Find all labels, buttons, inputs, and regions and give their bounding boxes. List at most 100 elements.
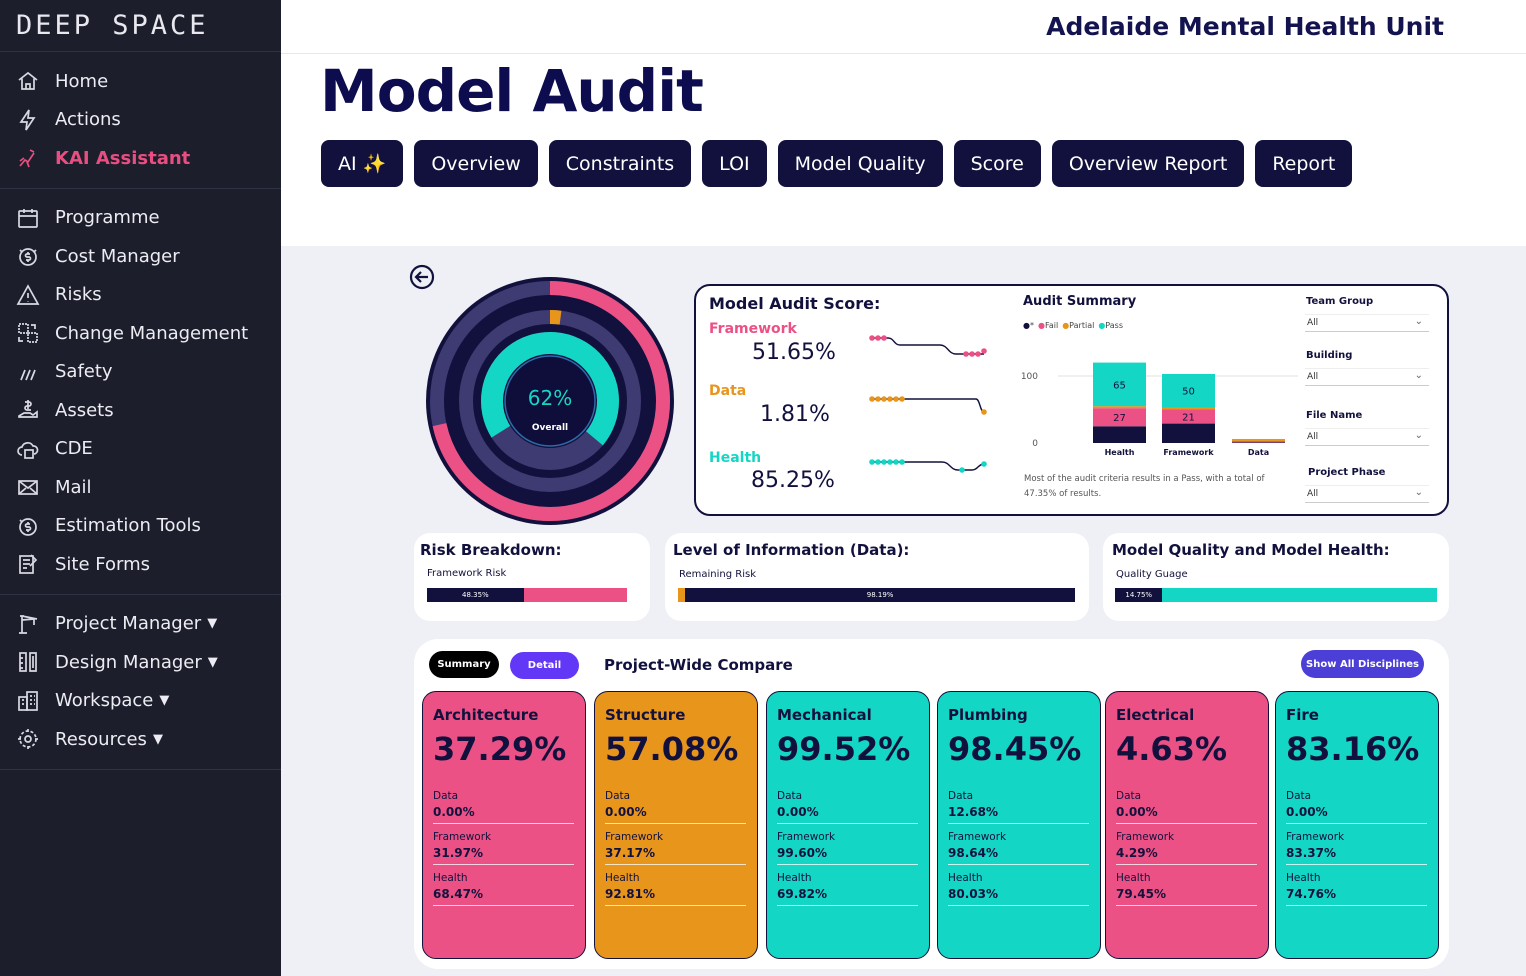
sidebar-item-site-forms[interactable]: Site Forms: [0, 545, 281, 584]
sidebar-item-project-manager[interactable]: Project Manager ▼: [0, 605, 281, 644]
x-tick-framework: Framework: [1163, 448, 1214, 457]
sidebar-item-label: Programme: [55, 207, 160, 229]
filter-value: All: [1307, 318, 1319, 328]
sidebar-item-home[interactable]: Home: [0, 62, 281, 101]
filter-value: All: [1307, 489, 1319, 499]
nav-group-main: Home Actions KAI Assistant: [0, 52, 281, 189]
sidebar-item-estimation-tools[interactable]: Estimation Tools: [0, 507, 281, 546]
tab-bar: AI ✨ Overview Constraints LOI Model Quality S…: [321, 140, 1353, 187]
gauge-data-arc: [549, 310, 562, 325]
discipline-score: 83.16%: [1286, 730, 1420, 768]
data-value: 12.68%: [948, 802, 1089, 824]
quality-title: Model Quality and Model Health:: [1112, 541, 1390, 559]
robot-icon: [14, 144, 42, 172]
warning-icon: [14, 281, 42, 309]
sidebar-item-programme[interactable]: Programme: [0, 199, 281, 238]
sidebar-item-resources[interactable]: Resources ▼: [0, 720, 281, 759]
sidebar-item-cde[interactable]: CDE: [0, 430, 281, 469]
tab-score[interactable]: Score: [953, 140, 1041, 187]
tab-loi[interactable]: LOI: [702, 140, 767, 187]
nav-group-modules: Programme Cost Manager Risks Change Managem…: [0, 189, 281, 595]
health-value: 92.81%: [605, 884, 746, 906]
bar-health-star: [1093, 426, 1146, 443]
compare-title: Project-Wide Compare: [604, 656, 793, 674]
sidebar-item-assets[interactable]: Assets: [0, 391, 281, 430]
filter-select-team-group[interactable]: All ⌄: [1305, 314, 1429, 332]
discipline-card-mechanical[interactable]: Mechanical 99.52% Data 0.00% Framework 99.60%…: [766, 691, 930, 959]
gauge-health-arc: [481, 332, 619, 446]
sidebar-item-mail[interactable]: Mail: [0, 468, 281, 507]
bar-framework-star: [1162, 423, 1215, 443]
filter-select-building[interactable]: All ⌄: [1305, 368, 1429, 386]
filter-label-file-name: File Name: [1306, 410, 1363, 421]
discipline-card-structure[interactable]: Structure 57.08% Data 0.00% Framework 37.17% H…: [594, 691, 758, 959]
discipline-card-electrical[interactable]: Electrical 4.63% Data 0.00% Framework 4.29% He…: [1105, 691, 1269, 959]
score-sparklines: [869, 335, 987, 473]
framework-label: Framework: [948, 831, 1007, 843]
filter-label-building: Building: [1306, 350, 1353, 361]
health-score: 85.25%: [751, 468, 835, 493]
sidebar-item-safety[interactable]: Safety: [0, 353, 281, 392]
gauge-data-track: [459, 310, 641, 492]
summary-button[interactable]: Summary: [429, 651, 499, 678]
nav-group-managers: Project Manager ▼ Design Manager ▼ Workspace…: [0, 595, 281, 770]
tab-overview-report[interactable]: Overview Report: [1051, 140, 1245, 187]
detail-button[interactable]: Detail: [510, 652, 579, 679]
filter-select-file-name[interactable]: All ⌄: [1305, 428, 1429, 446]
framework-value: 83.37%: [1286, 843, 1427, 865]
chevron-down-icon[interactable]: ▼: [207, 654, 218, 670]
tab-report[interactable]: Report: [1255, 140, 1353, 187]
loi-bar: 98.19%: [678, 588, 1075, 602]
sidebar-item-label: Resources: [55, 728, 147, 750]
data-value: 0.00%: [1286, 802, 1427, 824]
audit-summary-chart: 0 100 27 65 Health 21 50 Framework Data: [1021, 362, 1298, 457]
discipline-card-architecture[interactable]: Architecture 37.29% Data 0.00% Framework 31.9…: [422, 691, 586, 959]
tab-model-quality[interactable]: Model Quality: [777, 140, 943, 187]
risk-bar-label: Framework Risk: [427, 568, 507, 579]
back-arrow-icon[interactable]: [409, 264, 435, 290]
discipline-card-fire[interactable]: Fire 83.16% Data 0.00% Framework 83.37% Health…: [1275, 691, 1439, 959]
sidebar-item-label: Home: [55, 70, 109, 92]
health-value: 74.76%: [1286, 884, 1427, 906]
discipline-name: Mechanical: [777, 706, 872, 724]
framework-value: 37.17%: [605, 843, 746, 865]
discipline-name: Structure: [605, 706, 686, 724]
chevron-down-icon: ⌄: [1414, 430, 1423, 441]
gauge-framework-arc: [432, 281, 670, 521]
framework-value: 98.64%: [948, 843, 1089, 865]
data-label-framework-fail: 21: [1182, 413, 1195, 424]
risk-bar: 48.35%: [427, 588, 627, 602]
sidebar-item-change-management[interactable]: Change Management: [0, 314, 281, 353]
chevron-down-icon[interactable]: ▼: [207, 616, 218, 632]
sidebar-item-label: Estimation Tools: [55, 515, 201, 537]
y-tick-100: 100: [1021, 372, 1038, 382]
sidebar-item-label: CDE: [55, 438, 93, 460]
chevron-down-icon[interactable]: ▼: [152, 731, 163, 747]
data-label: Data: [1286, 790, 1312, 802]
sidebar-item-kai-assistant[interactable]: KAI Assistant: [0, 139, 281, 178]
show-all-disciplines-button[interactable]: Show All Disciplines: [1301, 650, 1424, 678]
sidebar-item-actions[interactable]: Actions: [0, 101, 281, 140]
y-tick-0: 0: [1032, 439, 1038, 449]
data-label-health-pass: 65: [1113, 380, 1126, 391]
audit-legend: ●* ●Fail ●Partial ●Pass: [1023, 321, 1123, 330]
discipline-card-plumbing[interactable]: Plumbing 98.45% Data 12.68% Framework 98.64% H…: [937, 691, 1101, 959]
sidebar-item-workspace[interactable]: Workspace ▼: [0, 682, 281, 721]
sidebar-item-risks[interactable]: Risks: [0, 276, 281, 315]
tab-overview[interactable]: Overview: [414, 140, 538, 187]
tab-constraints[interactable]: Constraints: [548, 140, 692, 187]
risk-title: Risk Breakdown:: [420, 541, 562, 559]
data-label-framework-pass: 50: [1182, 387, 1195, 398]
bar-data-partial: [1232, 438, 1285, 441]
filter-select-project-phase[interactable]: All ⌄: [1305, 485, 1429, 503]
chevron-down-icon[interactable]: ▼: [159, 693, 170, 709]
sidebar-item-design-manager[interactable]: Design Manager ▼: [0, 643, 281, 682]
tab-ai[interactable]: AI ✨: [321, 140, 404, 187]
health-value: 68.47%: [433, 884, 574, 906]
sidebar-item-label: Change Management: [55, 322, 249, 344]
quality-bar: 14.75%: [1115, 588, 1437, 602]
bar-framework-partial: [1162, 407, 1215, 410]
sidebar-item-cost-manager[interactable]: Cost Manager: [0, 237, 281, 276]
gauge-value: 62%: [528, 386, 572, 410]
health-value: 79.45%: [1116, 884, 1257, 906]
